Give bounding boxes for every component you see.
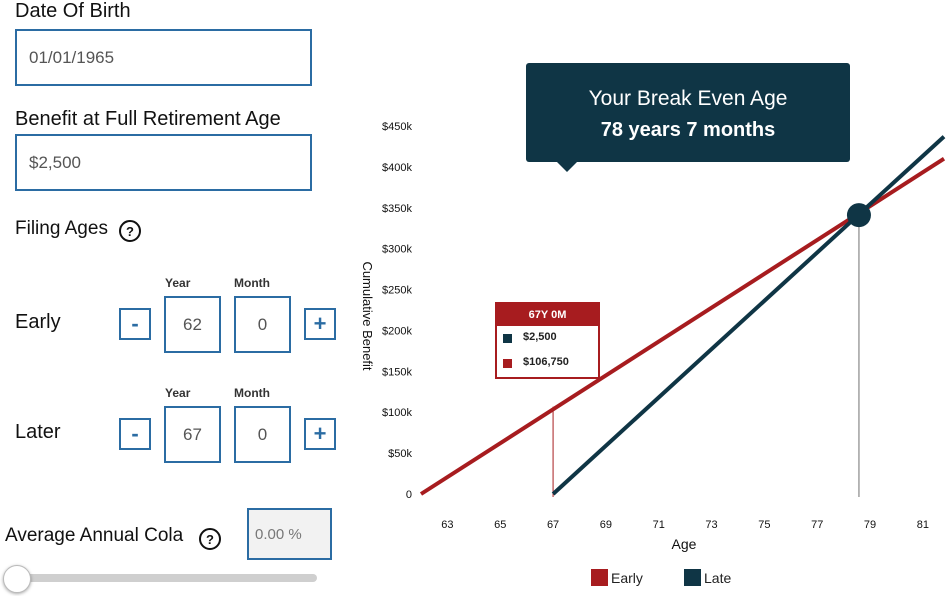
y-tick-label: $200k [382,325,412,337]
y-axis-ticks: 0 $50k $100k $150k $200k $250k $300k $350k $400k… [382,121,412,501]
callout-pointer [556,161,578,172]
legend-label-late: Late [704,569,732,586]
early-year-header: Year [165,276,191,290]
later-month-header: Month [234,386,270,400]
early-month-input[interactable]: 0 [234,296,291,353]
later-label: Later [15,421,61,443]
benefit-input[interactable]: $2,500 [15,134,312,191]
x-tick-label: 81 [917,519,929,531]
break-even-point [846,203,871,228]
filing-ages-help-icon[interactable]: ? [119,220,141,242]
tooltip-value-late: $2,500 [523,331,557,343]
tooltip-value-early: $106,750 [523,356,569,368]
x-tick-label: 77 [811,519,823,531]
legend-item-late[interactable]: Late [684,569,731,586]
x-axis-label: Age [672,536,697,552]
y-tick-label: $350k [382,203,412,215]
y-tick-label: $150k [382,366,412,378]
tooltip-row-early: $106,750 [497,351,598,376]
later-year-header: Year [165,386,191,400]
y-tick-label: 0 [406,489,412,501]
cola-help-icon[interactable]: ? [199,528,221,550]
later-decrement-button[interactable]: - [119,418,151,450]
filing-ages-label: Filing Ages [15,218,108,239]
dob-input[interactable]: 01/01/1965 [15,29,312,86]
legend-label-early: Early [611,569,643,586]
y-tick-label: $300k [382,244,412,256]
callout-value: 78 years 7 months [600,119,776,141]
y-tick-label: $100k [382,407,412,419]
x-tick-label: 71 [653,519,665,531]
x-tick-label: 63 [441,519,453,531]
x-tick-label: 73 [705,519,717,531]
hover-tooltip: 67Y 0M $2,500 $106,750 [495,302,600,379]
y-tick-label: $250k [382,285,412,297]
y-tick-label: $50k [388,448,412,460]
x-axis-ticks: 63 65 67 69 71 73 75 77 79 81 [441,519,929,531]
y-axis-label: Cumulative Benefit [360,261,375,370]
break-even-callout: Your Break Even Age 78 years 7 months [526,63,850,162]
tooltip-header: 67Y 0M [497,304,598,326]
x-tick-label: 75 [758,519,770,531]
tooltip-row-late: $2,500 [497,326,598,351]
series-line-late [551,135,946,496]
x-tick-label: 67 [547,519,559,531]
cola-slider-handle[interactable] [3,565,31,593]
x-tick-label: 65 [494,519,506,531]
early-increment-button[interactable]: + [304,308,336,340]
later-month-input[interactable]: 0 [234,406,291,463]
y-tick-label: $450k [382,121,412,133]
late-legend-swatch [684,569,701,586]
break-even-marker [846,203,871,228]
x-tick-label: 79 [864,519,876,531]
cola-label: Average Annual Cola [5,525,184,546]
benefit-label: Benefit at Full Retirement Age [15,108,281,130]
callout-title: Your Break Even Age [588,87,788,110]
later-increment-button[interactable]: + [304,418,336,450]
early-color-swatch [503,359,512,368]
dob-label: Date Of Birth [15,0,131,22]
y-tick-label: $400k [382,162,412,174]
legend-item-early[interactable]: Early [591,569,643,586]
cola-slider-track[interactable] [10,574,317,582]
early-legend-swatch [591,569,608,586]
later-year-input[interactable]: 67 [164,406,221,463]
late-color-swatch [503,334,512,343]
x-tick-label: 69 [600,519,612,531]
early-decrement-button[interactable]: - [119,308,151,340]
early-month-header: Month [234,276,270,290]
early-year-input[interactable]: 62 [164,296,221,353]
early-label: Early [15,311,61,333]
cola-input[interactable]: 0.00 % [247,508,332,560]
guide-lines [552,215,860,497]
